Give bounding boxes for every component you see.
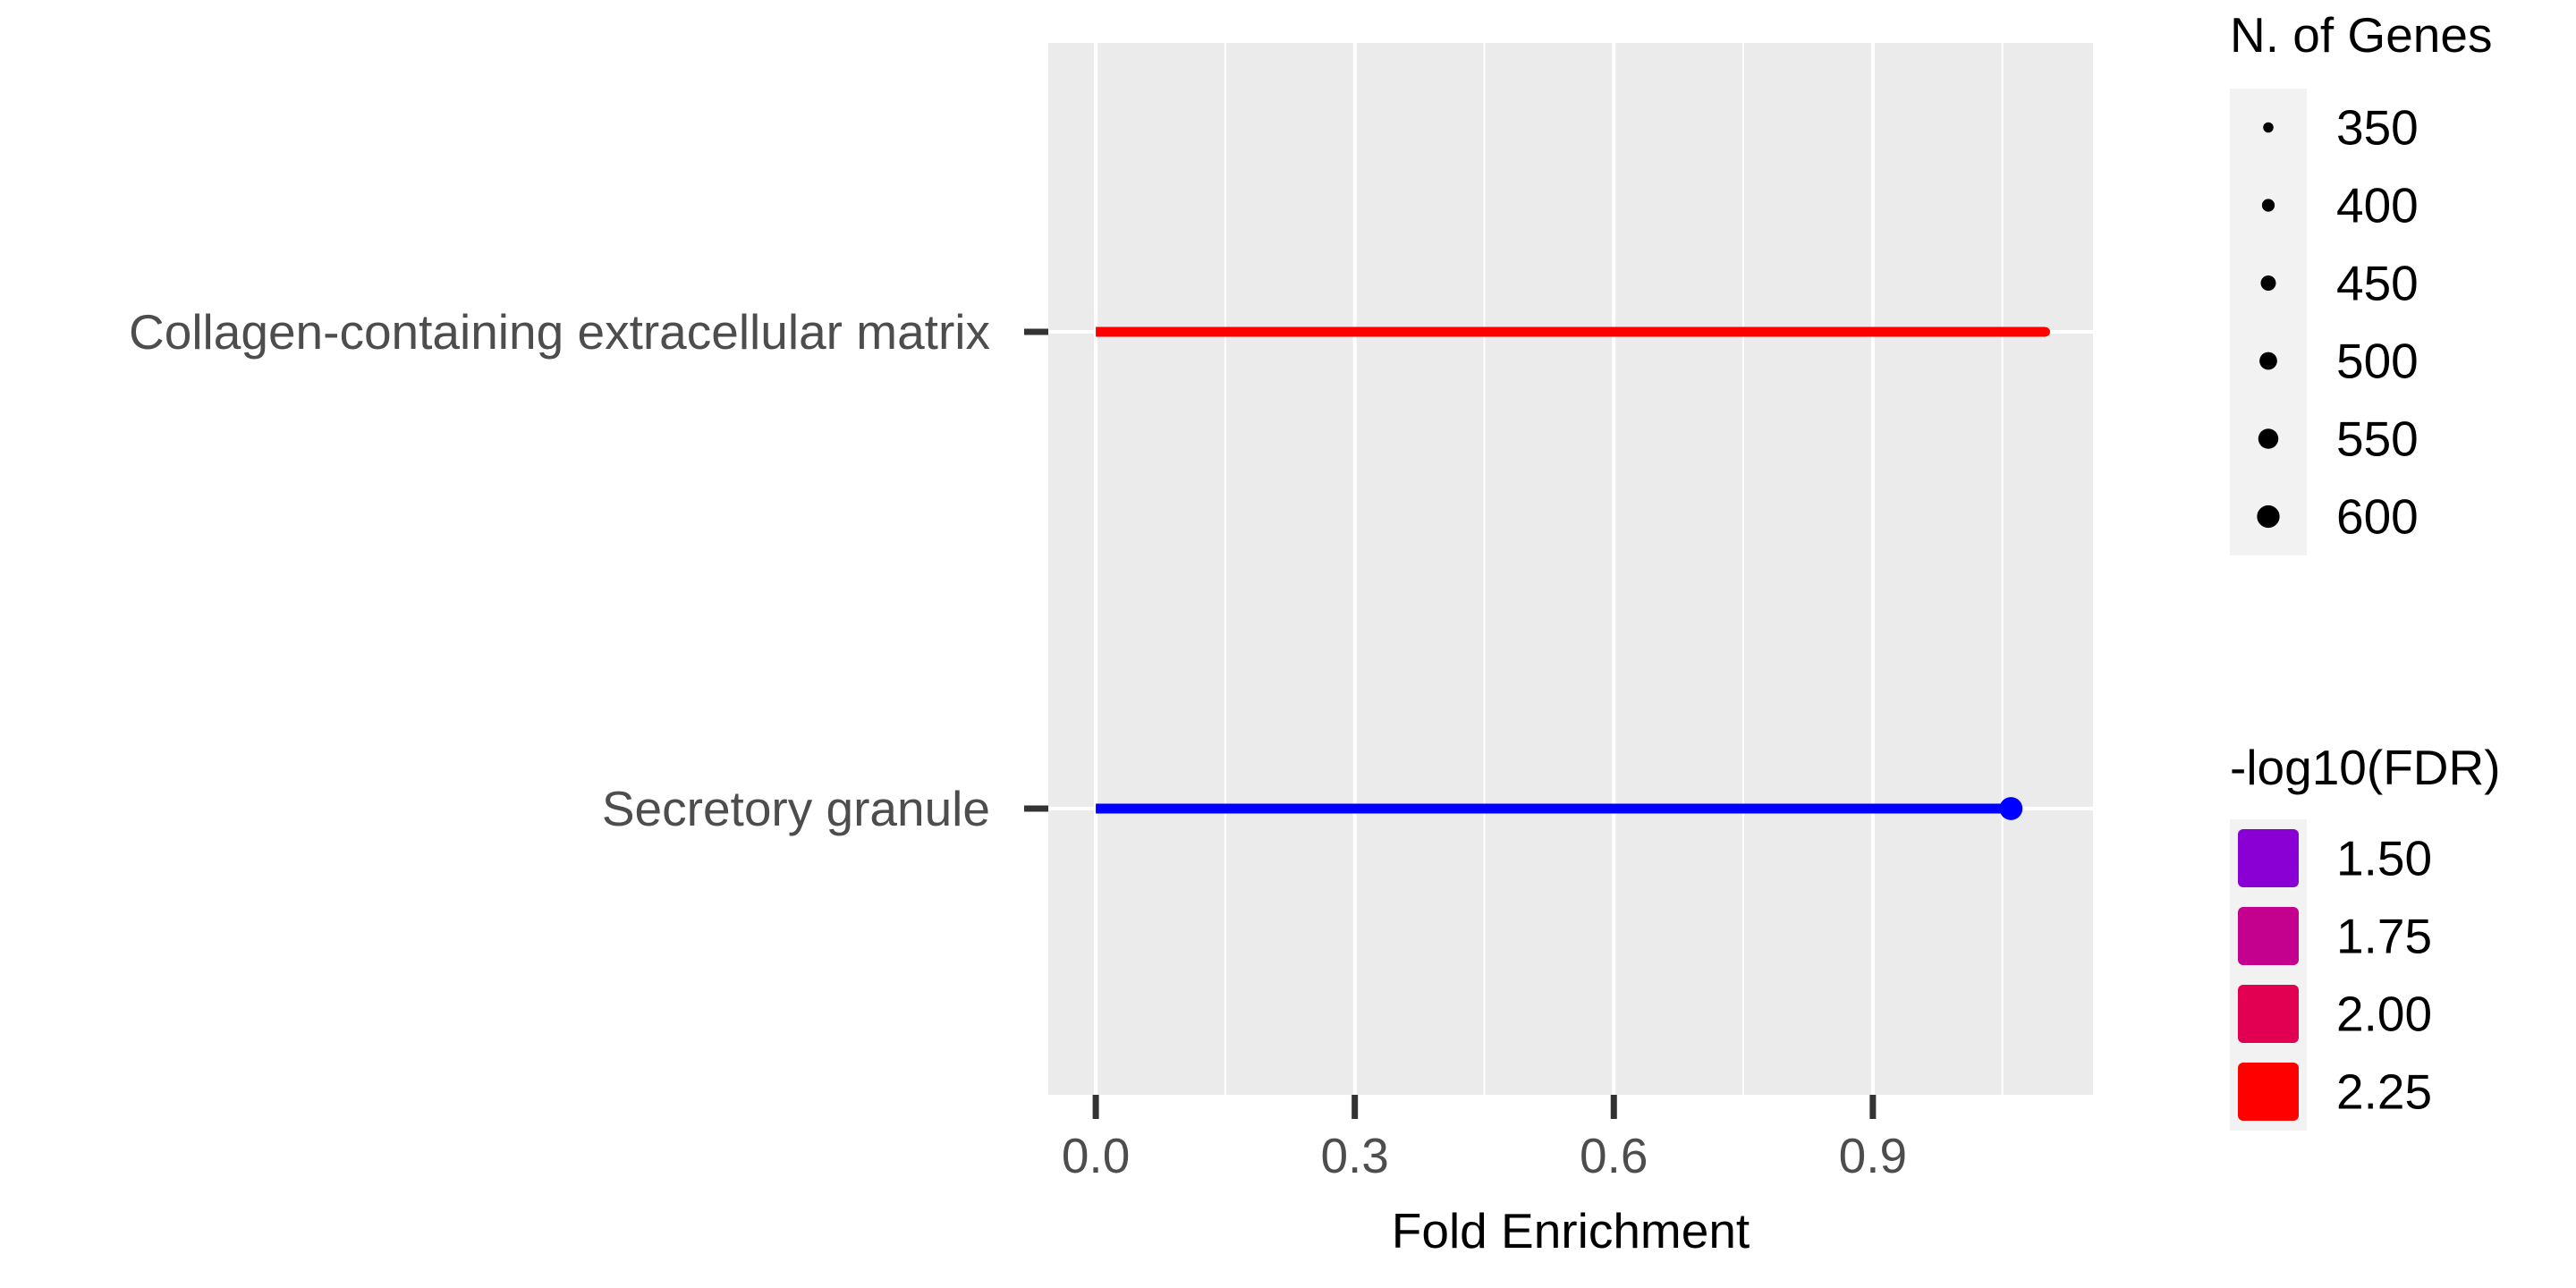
y-tick-label: Secretory granule [602, 781, 990, 836]
y-tick-label: Collagen-containing extracellular matrix [129, 304, 990, 360]
color-legend-label: 1.75 [2336, 909, 2432, 964]
color-legend-swatch [2238, 1063, 2299, 1121]
x-axis: 0.0 0.3 0.6 0.9 [1062, 1095, 1907, 1183]
color-legend: 1.50 1.75 2.00 2.25 [2230, 819, 2432, 1131]
size-legend-title: N. of Genes [2230, 7, 2492, 63]
plot-panel [1048, 43, 2093, 1095]
color-legend-title: -log10(FDR) [2230, 740, 2501, 795]
size-legend-key-background [2230, 89, 2307, 555]
size-legend-swatch [2260, 275, 2276, 291]
size-legend-swatch [2258, 428, 2279, 449]
size-legend-label: 600 [2336, 489, 2419, 545]
size-legend-swatch [2259, 352, 2277, 370]
x-tick-label: 0.3 [1320, 1128, 1388, 1183]
size-legend-label: 350 [2336, 100, 2419, 156]
color-legend-label: 2.25 [2336, 1064, 2432, 1120]
y-axis: Collagen-containing extracellular matrix… [129, 304, 1048, 836]
size-legend-label: 500 [2336, 334, 2419, 389]
color-legend-label: 1.50 [2336, 831, 2432, 886]
size-legend-swatch [2257, 504, 2280, 529]
x-tick-label: 0.0 [1062, 1128, 1130, 1183]
color-legend-label: 2.00 [2336, 987, 2432, 1042]
lollipop-point [2040, 326, 2051, 337]
size-legend: 350 400 450 500 550 600 [2230, 89, 2419, 555]
size-legend-label: 400 [2336, 178, 2419, 233]
x-tick-label: 0.9 [1839, 1128, 1907, 1183]
color-legend-swatch [2238, 829, 2299, 887]
lollipop-marks [1096, 326, 2051, 820]
x-axis-title: Fold Enrichment [1392, 1203, 1750, 1258]
color-legend-swatch [2238, 907, 2299, 965]
lollipop-point [1999, 797, 2023, 820]
size-legend-label: 550 [2336, 411, 2419, 467]
x-tick-label: 0.6 [1580, 1128, 1648, 1183]
size-legend-swatch [2263, 122, 2274, 133]
color-legend-swatch [2238, 985, 2299, 1043]
size-legend-label: 450 [2336, 256, 2419, 311]
size-legend-swatch [2261, 199, 2275, 212]
